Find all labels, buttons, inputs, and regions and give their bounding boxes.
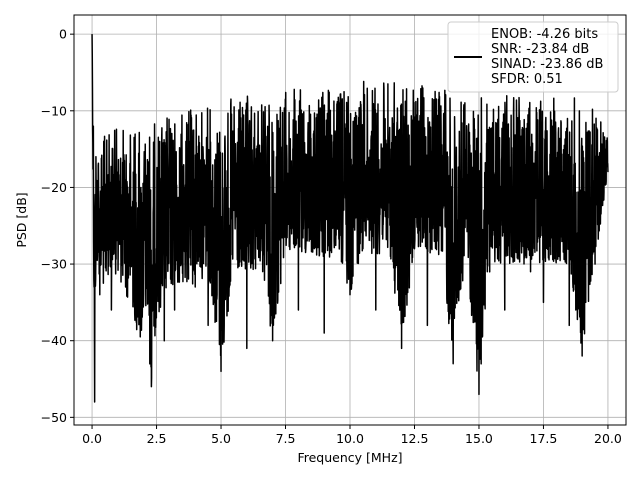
series-layer [91,34,609,403]
legend-entry: SNR: -23.84 dB [491,42,589,57]
x-tick-label: 20.0 [594,431,622,446]
y-axis-label: PSD [dB] [14,192,29,247]
x-tick-label: 15.0 [465,431,493,446]
x-axis-label: Frequency [MHz] [297,450,402,465]
psd-series-line [91,34,609,403]
y-tick-label: 0 [59,27,67,42]
x-tick-label: 0.0 [82,431,102,446]
x-tick-label: 5.0 [211,431,231,446]
y-tick-label: −10 [41,103,67,118]
legend-entry: SFDR: 0.51 [491,72,563,87]
y-tick-label: −20 [41,180,67,195]
legend-entry: ENOB: -4.26 bits [491,27,598,42]
legend-entry: SINAD: -23.86 dB [491,57,603,72]
x-tick-label: 10.0 [336,431,364,446]
x-tick-label: 12.5 [401,431,429,446]
y-tick-label: −40 [41,333,67,348]
y-tick-label: −50 [41,410,67,425]
x-tick-label: 7.5 [276,431,296,446]
y-tick-label: −30 [41,257,67,272]
x-tick-label: 2.5 [147,431,167,446]
x-tick-label: 17.5 [530,431,558,446]
ticks: 0.0 2.5 5.0 7.5 10.0 12.5 15.0 17.5 20.0 0 −10 −20 −… [41,27,622,446]
legend-box [447,21,619,93]
